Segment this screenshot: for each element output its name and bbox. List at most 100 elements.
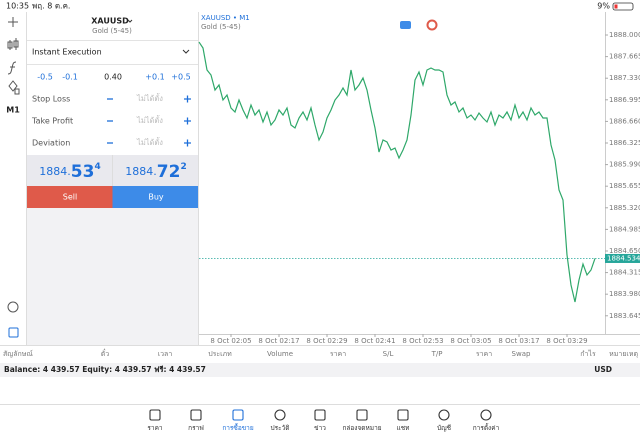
tab-icon[interactable] bbox=[397, 409, 409, 421]
field-label: Stop Loss bbox=[32, 95, 70, 104]
x-tick-label: 8 Oct 02:41 bbox=[354, 337, 395, 345]
y-tick-label: 1886.325 bbox=[609, 139, 640, 147]
tab-label[interactable]: กล่องจดหมาย bbox=[342, 424, 381, 432]
buy-label[interactable]: Buy bbox=[148, 193, 164, 202]
analytics-icon[interactable] bbox=[7, 301, 19, 313]
column-header[interactable]: หมายเหตุ bbox=[609, 350, 638, 358]
y-tick-label: 1884.985 bbox=[609, 225, 640, 233]
x-tick-label: 8 Oct 02:29 bbox=[306, 337, 347, 345]
function-icon[interactable] bbox=[7, 61, 17, 75]
y-tick-label: 1886.995 bbox=[609, 96, 640, 104]
column-header[interactable]: ประเภท bbox=[208, 350, 232, 358]
chart-subtitle: Gold (5-45) bbox=[201, 23, 241, 31]
symbol-chevron bbox=[127, 19, 133, 23]
x-tick-label: 8 Oct 02:53 bbox=[402, 337, 443, 345]
field-value[interactable]: ไม่ได้ตั้ง bbox=[136, 137, 163, 147]
indicators-icon[interactable] bbox=[7, 38, 19, 50]
account-currency: USD bbox=[594, 365, 612, 374]
volume-step[interactable]: +0.1 bbox=[145, 73, 164, 82]
current-price-tag bbox=[605, 253, 640, 263]
tab-label[interactable]: การซื้อขาย bbox=[222, 423, 253, 432]
field-label: Deviation bbox=[32, 139, 70, 148]
field-label: Take Profit bbox=[31, 117, 73, 126]
x-tick-label: 8 Oct 03:29 bbox=[546, 337, 587, 345]
tab-label[interactable]: บัญชี bbox=[437, 424, 452, 432]
tab-icon[interactable] bbox=[480, 409, 492, 421]
bid-sup: 4 bbox=[94, 162, 100, 172]
y-tick-label: 1884.315 bbox=[609, 269, 640, 277]
execution-type[interactable]: Instant Execution bbox=[32, 48, 102, 57]
timeframe[interactable]: M1 bbox=[6, 106, 20, 115]
ask-price: 1884.722 bbox=[125, 162, 186, 183]
plus-button[interactable] bbox=[184, 95, 191, 103]
tab-label[interactable]: การตั้งค่า bbox=[473, 423, 500, 432]
column-header[interactable]: Swap bbox=[512, 350, 531, 358]
tab-icon[interactable] bbox=[149, 409, 161, 421]
tab-label[interactable]: ราคา bbox=[147, 424, 162, 432]
column-header[interactable]: สัญลักษณ์ bbox=[3, 350, 33, 358]
buy-button[interactable] bbox=[112, 186, 199, 208]
column-header[interactable]: ราคา bbox=[330, 350, 346, 358]
y-tick-label: 1883.645 bbox=[609, 312, 640, 320]
column-header[interactable]: T/P bbox=[431, 350, 443, 358]
tab-label[interactable]: กราฟ bbox=[188, 424, 204, 432]
battery-level bbox=[614, 4, 618, 9]
chart-title: XAUUSD • M1 bbox=[201, 14, 250, 22]
chart: XAUUSD • M1 Gold (5-45) 1888.000 1887.665… bbox=[198, 12, 640, 345]
status-time: 10:35 bbox=[6, 2, 29, 11]
sell-button[interactable] bbox=[27, 186, 113, 208]
order-symbol[interactable]: XAUUSD bbox=[91, 17, 129, 26]
y-tick-label: 1885.990 bbox=[609, 161, 640, 169]
crosshair-icon[interactable] bbox=[8, 17, 18, 27]
tab-icon[interactable] bbox=[190, 409, 202, 421]
close-icon[interactable] bbox=[426, 19, 438, 31]
field-value[interactable]: ไม่ได้ตั้ง bbox=[136, 115, 163, 125]
battery-icon bbox=[612, 2, 634, 11]
trade-icon[interactable] bbox=[400, 21, 411, 29]
volume-step[interactable]: -0.5 bbox=[37, 73, 53, 82]
tab-icon[interactable] bbox=[356, 409, 368, 421]
column-header[interactable]: S/L bbox=[383, 350, 394, 358]
volume[interactable]: 0.40 bbox=[104, 73, 122, 82]
ask-main: 1884. bbox=[125, 165, 157, 178]
volume-step[interactable]: -0.1 bbox=[62, 73, 78, 82]
tab-icon[interactable] bbox=[274, 409, 286, 421]
y-tick-label: 1884.650 bbox=[609, 247, 640, 255]
column-header[interactable]: Volume bbox=[267, 350, 293, 358]
status-date: พฤ. 8 ต.ค. bbox=[32, 2, 70, 11]
y-tick-label: 1883.980 bbox=[609, 290, 640, 298]
x-tick-label: 8 Oct 03:17 bbox=[498, 337, 539, 345]
column-header[interactable]: กำไร bbox=[580, 349, 596, 358]
y-tick-label: 1888.000 bbox=[609, 31, 640, 39]
ask-sup: 2 bbox=[180, 162, 186, 172]
tab-icon[interactable] bbox=[314, 409, 326, 421]
column-header[interactable]: ตั๋ว bbox=[101, 349, 110, 358]
tab-label[interactable]: ข่าว bbox=[314, 424, 326, 432]
bid-price: 1884.534 bbox=[39, 162, 100, 183]
sell-label[interactable]: Sell bbox=[63, 193, 77, 202]
volume-step[interactable]: +0.5 bbox=[171, 73, 190, 82]
x-tick-label: 8 Oct 02:17 bbox=[258, 337, 299, 345]
bid-main: 1884. bbox=[39, 165, 71, 178]
execution-chevron bbox=[182, 49, 190, 54]
field-value[interactable]: ไม่ได้ตั้ง bbox=[136, 93, 163, 103]
y-tick-label: 1885.655 bbox=[609, 182, 640, 190]
account-summary: Balance: 4 439.57 Equity: 4 439.57 ฟรี: … bbox=[4, 365, 206, 374]
price-line bbox=[198, 41, 596, 303]
x-tick-label: 8 Oct 03:05 bbox=[450, 337, 491, 345]
panel-bottom bbox=[27, 185, 198, 345]
ask-big: 72 bbox=[157, 162, 181, 182]
tab-label[interactable]: แชท bbox=[397, 424, 410, 432]
objects-icon[interactable] bbox=[8, 80, 20, 95]
plus-button[interactable] bbox=[184, 117, 191, 125]
plus-button[interactable] bbox=[184, 139, 191, 147]
column-header[interactable]: ราคา bbox=[476, 350, 492, 358]
status-battery: 9% bbox=[597, 2, 610, 11]
tab-label[interactable]: ประวัติ bbox=[271, 424, 290, 432]
tab-icon[interactable] bbox=[438, 409, 450, 421]
tab-icon[interactable] bbox=[232, 409, 244, 421]
order-description: Gold (5-45) bbox=[92, 27, 132, 35]
order-icon[interactable] bbox=[8, 327, 19, 338]
toolbar-icons bbox=[7, 17, 20, 338]
column-header[interactable]: เวลา bbox=[158, 350, 173, 358]
